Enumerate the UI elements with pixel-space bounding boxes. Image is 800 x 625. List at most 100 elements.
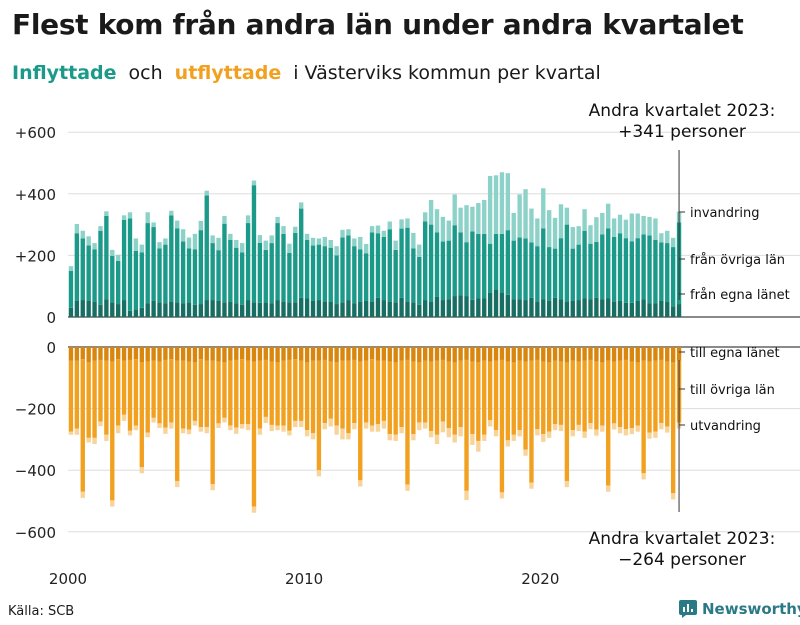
bar-utflyttade-segment bbox=[487, 361, 493, 421]
bar-inflyttade-segment bbox=[222, 302, 227, 317]
bar-inflyttade-segment bbox=[670, 247, 676, 307]
bar-inflyttade-segment bbox=[375, 297, 381, 317]
bar-inflyttade-segment bbox=[139, 252, 144, 308]
bar-utflyttade-segment bbox=[564, 347, 570, 363]
bar-inflyttade-segment bbox=[576, 300, 581, 317]
bar-utflyttade-segment bbox=[399, 427, 404, 434]
bar-inflyttade-segment bbox=[606, 298, 611, 317]
bar-inflyttade-segment bbox=[186, 302, 192, 317]
bar-inflyttade-segment bbox=[263, 240, 268, 250]
bar-utflyttade-segment bbox=[269, 361, 274, 425]
bar-utflyttade-segment bbox=[653, 360, 658, 432]
newsworthy-logo[interactable]: Newsworthy bbox=[679, 600, 800, 618]
bar-inflyttade-segment bbox=[670, 306, 676, 317]
bar-utflyttade-segment bbox=[600, 362, 605, 426]
bar-utflyttade-segment bbox=[423, 360, 428, 423]
bar-inflyttade-segment bbox=[411, 302, 416, 317]
legend-label-top: från övriga län bbox=[690, 253, 785, 268]
bar-utflyttade-segment bbox=[334, 362, 339, 426]
bar-inflyttade-segment bbox=[293, 302, 298, 317]
bar-inflyttade-segment bbox=[98, 304, 103, 317]
bar-utflyttade-segment bbox=[151, 360, 156, 418]
bar-inflyttade-segment bbox=[157, 248, 162, 303]
bar-utflyttade-segment bbox=[517, 360, 522, 431]
bar-utflyttade-segment bbox=[116, 359, 121, 426]
bar-utflyttade-segment bbox=[576, 361, 581, 425]
bar-utflyttade-segment bbox=[546, 362, 552, 432]
bar-inflyttade-segment bbox=[511, 299, 516, 317]
bar-utflyttade-segment bbox=[493, 360, 499, 431]
bar-inflyttade-segment bbox=[328, 301, 333, 317]
bar-inflyttade-segment bbox=[641, 215, 646, 235]
bar-inflyttade-segment bbox=[476, 298, 481, 317]
bar-utflyttade-segment bbox=[175, 480, 180, 488]
bar-utflyttade-segment bbox=[411, 347, 416, 362]
logo-text: Newsworthy bbox=[702, 600, 800, 618]
bar-inflyttade-segment bbox=[493, 175, 499, 234]
bar-inflyttade-segment bbox=[659, 233, 664, 243]
bar-inflyttade-segment bbox=[476, 203, 481, 234]
bar-inflyttade-segment bbox=[169, 301, 174, 317]
bar-inflyttade-segment bbox=[423, 300, 428, 317]
bar-inflyttade-segment bbox=[381, 230, 387, 237]
bar-inflyttade-segment bbox=[169, 210, 174, 216]
bar-utflyttade-segment bbox=[647, 361, 652, 433]
bar-utflyttade-segment bbox=[517, 430, 522, 437]
bar-utflyttade-segment bbox=[80, 359, 85, 492]
bar-utflyttade-segment bbox=[127, 359, 133, 431]
bar-inflyttade-segment bbox=[499, 233, 505, 293]
bar-utflyttade-segment bbox=[316, 347, 322, 361]
bar-utflyttade-segment bbox=[470, 434, 475, 445]
bar-utflyttade-segment bbox=[452, 362, 457, 435]
bar-inflyttade-segment bbox=[275, 223, 280, 301]
bar-utflyttade-segment bbox=[204, 427, 209, 434]
bar-utflyttade-segment bbox=[180, 428, 186, 434]
bar-utflyttade-segment bbox=[505, 440, 511, 447]
bar-utflyttade-segment bbox=[558, 347, 564, 362]
bar-utflyttade-segment bbox=[523, 361, 528, 450]
bar-inflyttade-segment bbox=[535, 301, 540, 317]
bar-inflyttade-segment bbox=[145, 212, 150, 224]
bar-utflyttade-segment bbox=[257, 428, 263, 435]
bar-inflyttade-segment bbox=[210, 300, 215, 317]
bar-utflyttade-segment bbox=[310, 433, 316, 440]
bar-inflyttade-segment bbox=[334, 255, 339, 305]
bar-inflyttade-segment bbox=[499, 292, 505, 317]
bar-utflyttade-segment bbox=[281, 360, 286, 426]
bar-inflyttade-segment bbox=[216, 250, 221, 301]
bar-inflyttade-segment bbox=[192, 249, 198, 305]
bar-inflyttade-segment bbox=[493, 289, 499, 317]
bar-inflyttade-segment bbox=[186, 237, 192, 249]
bar-inflyttade-segment bbox=[440, 216, 446, 242]
bar-inflyttade-segment bbox=[411, 248, 416, 303]
bar-inflyttade-segment bbox=[304, 240, 310, 299]
bar-inflyttade-segment bbox=[180, 303, 186, 317]
bar-inflyttade-segment bbox=[151, 300, 156, 317]
bar-inflyttade-segment bbox=[163, 238, 168, 245]
bar-utflyttade-segment bbox=[464, 490, 469, 501]
bar-inflyttade-segment bbox=[204, 300, 209, 317]
bar-inflyttade-segment bbox=[216, 300, 221, 317]
bar-inflyttade-segment bbox=[275, 216, 280, 224]
bar-inflyttade-segment bbox=[487, 175, 493, 244]
bar-inflyttade-segment bbox=[110, 302, 115, 317]
bar-inflyttade-segment bbox=[623, 302, 629, 317]
bar-inflyttade-segment bbox=[487, 292, 493, 317]
bar-utflyttade-segment bbox=[476, 440, 481, 452]
bar-utflyttade-segment bbox=[452, 347, 457, 363]
bar-inflyttade-segment bbox=[340, 229, 345, 238]
bar-inflyttade-segment bbox=[110, 256, 115, 303]
bar-inflyttade-segment bbox=[299, 202, 304, 209]
bar-utflyttade-segment bbox=[234, 427, 239, 434]
bar-utflyttade-segment bbox=[80, 491, 85, 498]
bar-utflyttade-segment bbox=[293, 347, 298, 360]
bar-utflyttade-segment bbox=[316, 470, 322, 477]
bar-inflyttade-segment bbox=[275, 300, 280, 317]
bar-utflyttade-segment bbox=[493, 347, 499, 361]
bar-inflyttade-segment bbox=[611, 236, 617, 302]
bar-inflyttade-segment bbox=[287, 252, 292, 303]
bar-utflyttade-segment bbox=[275, 347, 280, 363]
bar-inflyttade-segment bbox=[74, 223, 80, 234]
bar-utflyttade-segment bbox=[139, 362, 144, 468]
bar-inflyttade-segment bbox=[558, 238, 564, 300]
